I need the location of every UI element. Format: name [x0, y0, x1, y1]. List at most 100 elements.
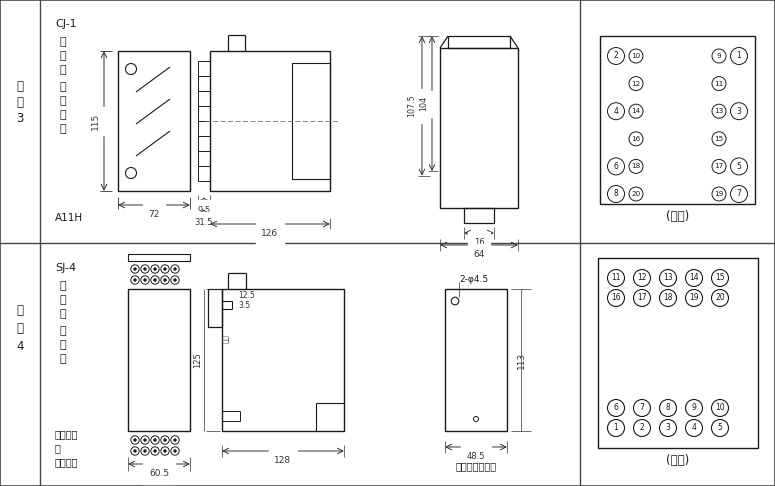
Circle shape — [143, 267, 146, 271]
Text: 11: 11 — [715, 81, 724, 87]
Text: 6: 6 — [614, 403, 618, 413]
Bar — [128, 289, 190, 431]
Circle shape — [133, 450, 136, 452]
Text: 凸: 凸 — [60, 281, 67, 291]
Text: 线: 线 — [60, 124, 67, 134]
Circle shape — [133, 267, 136, 271]
Text: 126: 126 — [261, 229, 278, 238]
Text: 10: 10 — [632, 53, 641, 59]
Text: 12.5: 12.5 — [238, 291, 255, 299]
Text: (正视): (正视) — [666, 454, 690, 468]
Circle shape — [143, 278, 146, 281]
Text: 20: 20 — [632, 191, 641, 197]
Text: 5: 5 — [736, 162, 742, 171]
Circle shape — [174, 450, 177, 452]
Bar — [222, 289, 344, 431]
Bar — [118, 51, 190, 191]
Text: 9: 9 — [691, 403, 697, 413]
Text: 7: 7 — [639, 403, 645, 413]
Bar — [600, 36, 755, 204]
Text: 4: 4 — [16, 341, 24, 353]
Text: 出: 出 — [60, 51, 67, 61]
Circle shape — [174, 278, 177, 281]
Text: 19: 19 — [715, 191, 724, 197]
Text: 4: 4 — [691, 423, 697, 433]
Text: (背视): (背视) — [666, 210, 689, 224]
Text: 附: 附 — [16, 80, 23, 92]
Text: 14: 14 — [689, 274, 699, 282]
Circle shape — [164, 278, 167, 281]
Circle shape — [153, 450, 157, 452]
Text: 出: 出 — [60, 295, 67, 305]
Text: 3.5: 3.5 — [238, 300, 250, 310]
Text: 12: 12 — [632, 81, 641, 87]
Text: 8: 8 — [666, 403, 670, 413]
Circle shape — [174, 438, 177, 441]
Text: 15: 15 — [715, 136, 724, 142]
Bar — [448, 36, 510, 48]
Circle shape — [164, 267, 167, 271]
Text: 5: 5 — [718, 423, 722, 433]
Text: 18: 18 — [663, 294, 673, 302]
Circle shape — [153, 278, 157, 281]
Circle shape — [143, 450, 146, 452]
Text: 图: 图 — [16, 323, 23, 335]
Bar — [128, 254, 190, 261]
Text: 17: 17 — [715, 163, 724, 170]
Text: 6: 6 — [614, 162, 618, 171]
Text: 接: 接 — [60, 340, 67, 350]
Text: 前: 前 — [60, 326, 67, 336]
Text: 线: 线 — [60, 354, 67, 364]
Circle shape — [174, 267, 177, 271]
Bar — [210, 51, 330, 191]
Text: 2: 2 — [614, 52, 618, 60]
Text: 20: 20 — [715, 294, 725, 302]
Text: 104: 104 — [419, 96, 429, 111]
Text: 16: 16 — [474, 238, 484, 247]
Text: 48.5: 48.5 — [467, 452, 485, 461]
Text: 2: 2 — [639, 423, 644, 433]
Bar — [292, 63, 330, 179]
Text: 10: 10 — [715, 403, 725, 413]
Text: 式: 式 — [60, 65, 67, 75]
Text: 11: 11 — [611, 274, 621, 282]
Bar — [464, 208, 494, 223]
Circle shape — [143, 438, 146, 441]
Text: 113: 113 — [516, 351, 525, 368]
Text: 卡轨: 卡轨 — [222, 335, 229, 344]
Text: 式: 式 — [60, 309, 67, 319]
Circle shape — [133, 438, 136, 441]
Text: 18: 18 — [632, 163, 641, 170]
Text: 12: 12 — [637, 274, 647, 282]
Text: 60.5: 60.5 — [149, 469, 169, 478]
Text: 板: 板 — [60, 82, 67, 92]
Text: 3: 3 — [666, 423, 670, 433]
Text: CJ-1: CJ-1 — [55, 19, 77, 29]
Text: 2-φ4.5: 2-φ4.5 — [459, 275, 488, 283]
Text: 31.5: 31.5 — [195, 218, 213, 227]
Circle shape — [133, 278, 136, 281]
Text: 13: 13 — [663, 274, 673, 282]
Text: 17: 17 — [637, 294, 647, 302]
Text: 3: 3 — [16, 111, 24, 124]
Text: 螺钉安装: 螺钉安装 — [55, 457, 78, 467]
Text: 19: 19 — [689, 294, 699, 302]
Circle shape — [164, 438, 167, 441]
Text: 图: 图 — [16, 96, 23, 108]
Text: 13: 13 — [715, 108, 724, 114]
Text: A11H: A11H — [55, 213, 83, 223]
Text: 107.5: 107.5 — [408, 94, 416, 117]
Text: 螺钉安装开孔图: 螺钉安装开孔图 — [456, 461, 497, 471]
Bar — [208, 289, 222, 327]
Text: 8: 8 — [614, 190, 618, 198]
Circle shape — [153, 438, 157, 441]
Circle shape — [164, 450, 167, 452]
Text: 72: 72 — [148, 210, 160, 219]
Text: 115: 115 — [91, 112, 99, 130]
Circle shape — [153, 267, 157, 271]
Bar — [598, 258, 758, 448]
Text: 4: 4 — [614, 107, 618, 116]
Text: 7: 7 — [736, 190, 742, 198]
Text: 或: 或 — [55, 443, 61, 453]
Text: 1: 1 — [736, 52, 742, 60]
